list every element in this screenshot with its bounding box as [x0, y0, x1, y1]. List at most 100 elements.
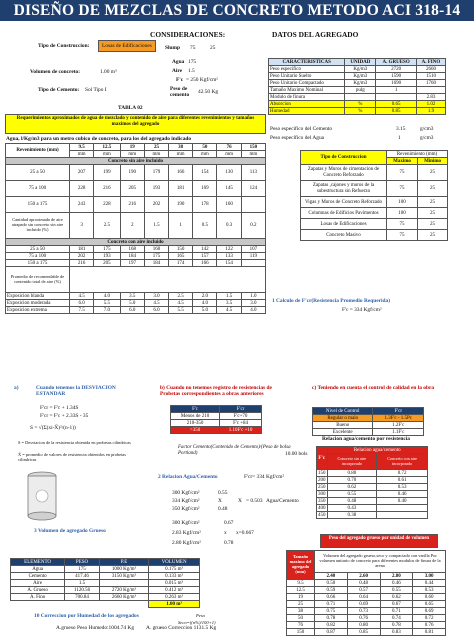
cell: 124: [240, 180, 267, 197]
section-sin-aire: Concreto sin aire incluido: [5, 157, 266, 165]
paso2-ac-label: Agua/Cemento: [266, 498, 299, 504]
cell: 142: [192, 245, 218, 253]
cell: 1120.56: [64, 586, 100, 594]
cell: 175: [64, 565, 100, 573]
cell: 0.78: [314, 614, 348, 622]
cell: 0.44: [412, 579, 446, 587]
cell: 175: [143, 252, 170, 260]
cell: 6.0: [143, 306, 170, 314]
cell: 0.75: [314, 607, 348, 615]
cell: Humedad: [267, 107, 346, 115]
cell: 50: [286, 614, 315, 622]
paso2-r2-a: 334 Kgf/cm²: [172, 498, 200, 504]
cell: 0.72: [376, 469, 428, 477]
cell: 0.43: [326, 504, 378, 512]
col-a-letter: a): [14, 385, 19, 391]
cell: Vigas y Muros de Concreto Reforzado: [300, 196, 387, 208]
cell: 0.65: [412, 600, 446, 608]
paso3-r1-b: 0.67: [224, 520, 234, 526]
paso2-title: 2 Relacion Agua/Cemento: [158, 474, 218, 480]
size-header: 9.5: [68, 143, 95, 151]
cell: Peso Unitario Compactado: [267, 79, 346, 87]
cell: A. Fino: [9, 593, 66, 601]
header-cell: P.E: [98, 558, 150, 566]
paso10-title: 10 Correccion por Humedad de los agregad…: [34, 613, 139, 619]
cell: 4.0: [240, 306, 267, 314]
cell: 210-350: [169, 419, 221, 427]
cell: 150: [168, 245, 194, 253]
header-cell: F'cr: [372, 407, 424, 415]
col-b-title: b) Cuando no tenemos registro de resiste…: [160, 385, 272, 398]
cell: 0.72: [412, 614, 446, 622]
unit-header: mm: [216, 150, 242, 158]
con-aire-header: Concreto con aire incorporado: [376, 453, 428, 470]
cell: 200: [316, 476, 328, 484]
fc-label: F'c: [176, 77, 184, 83]
cell: 150: [316, 469, 328, 477]
cell: 0.78: [379, 621, 414, 629]
cell: 1.5: [64, 579, 100, 587]
cell: 178: [192, 196, 218, 213]
cell: 166: [192, 259, 218, 267]
col-a-title: Cuando tenemos la DESVIACION ESTANDAR: [36, 385, 116, 398]
cell: Tamaño Maximo Nominal: [267, 86, 346, 94]
cell: 0.2: [240, 212, 267, 239]
cell: 0.69: [346, 600, 381, 608]
paso2-r1-a: 300 Kgf/cm²: [172, 490, 200, 496]
cell: Columnas de Edificios Pavimentos: [300, 207, 387, 219]
cell: 1.5: [216, 292, 242, 300]
tipo-header: Tipo de Construccion: [300, 150, 387, 165]
cell: 300: [316, 490, 328, 498]
tabla02-sub-note: Agua, l/Kg/m3 para un metro cubico de co…: [6, 136, 192, 142]
cell: 0.53: [412, 586, 446, 594]
cell: 19: [286, 593, 315, 601]
cell: Aire: [9, 579, 66, 587]
cell: 75: [385, 180, 419, 197]
cell: 250: [316, 483, 328, 491]
cell: 1690: [375, 79, 417, 87]
cell: 7.5: [68, 306, 95, 314]
unit-header: mm: [119, 150, 145, 158]
cell: 169: [192, 180, 218, 197]
table-row: Modulo de finura 2.83: [267, 93, 447, 101]
cell: 76: [286, 621, 315, 629]
peso-esp-agua-unit: g/cm3: [420, 135, 434, 141]
cell: 25: [417, 196, 448, 208]
volumen-header: Volumen del agregado grueso,seco y compa…: [314, 550, 446, 573]
paso10-l1: A.grueso Peso Humedo:1004.74 Kg: [56, 625, 135, 631]
cell: 5.5: [93, 299, 121, 307]
cell: 193: [143, 180, 170, 197]
cell: 1.02: [415, 100, 447, 108]
cell: 1.1F'c: [372, 428, 424, 436]
cell: 157: [192, 252, 218, 260]
cell: Exposicion moderada: [5, 299, 70, 307]
cell: 2660: [415, 65, 447, 73]
cell: Regular o malo: [311, 414, 374, 422]
size-header: 25: [143, 143, 170, 151]
table-row: Peso Unitario Suelto Kg/m3 1590 1510: [267, 72, 447, 80]
mod-header: 3.00: [412, 572, 446, 580]
size-header: 19: [119, 143, 145, 151]
cell: Agua: [9, 565, 66, 573]
tipo-construccion-label: Tipo de Construccion:: [38, 43, 90, 49]
tabla02-table: Revenimiento (mm) 9.5 12.5 19 25 38 50 76 150 m…: [5, 143, 267, 314]
cell: 3.5: [216, 299, 242, 307]
paso2-result: = 0.503: [246, 498, 263, 504]
cell: 0.59: [314, 586, 348, 594]
cell: 0.64: [346, 593, 381, 601]
cell: 0.66: [314, 593, 348, 601]
table-row: Peso Unitario Compactado Kg/m3 1690 1760: [267, 79, 447, 87]
cell: 0.71: [379, 607, 414, 615]
peso-esp-agua-value: 1: [398, 135, 401, 141]
cell: 25: [417, 229, 448, 241]
cell: 174: [168, 259, 194, 267]
cell: 179: [143, 164, 170, 181]
table-row: Tamaño Maximo Nominal pulg 1: [267, 86, 447, 94]
agregado-col-header: CARACTERISTICAS: [267, 58, 346, 66]
cell: 228: [93, 196, 121, 213]
cell: 0.73: [346, 607, 381, 615]
cell: [415, 86, 447, 94]
cell: 122: [216, 245, 242, 253]
paso3-result: x=0.667: [236, 530, 254, 536]
cell: 6.0: [68, 299, 95, 307]
